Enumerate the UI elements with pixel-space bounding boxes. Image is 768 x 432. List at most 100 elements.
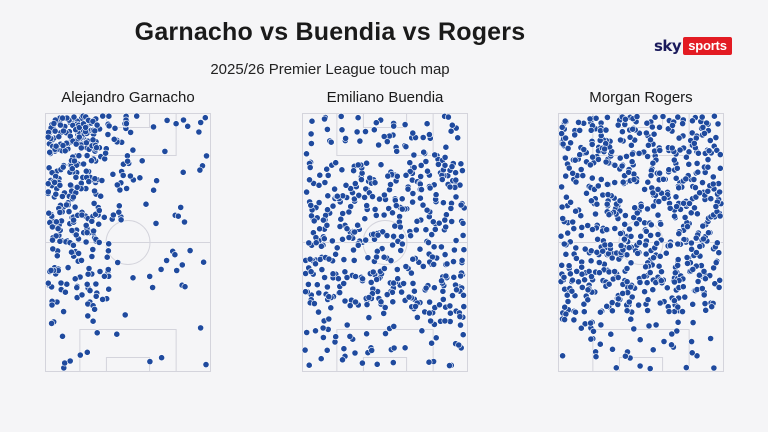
touch-dot bbox=[319, 216, 327, 224]
touch-dot bbox=[584, 286, 592, 294]
touch-dot bbox=[623, 278, 631, 286]
touch-dot bbox=[324, 172, 332, 179]
touch-dot bbox=[358, 176, 365, 183]
touch-dot bbox=[83, 139, 90, 147]
touch-dot bbox=[460, 291, 467, 299]
touch-dot bbox=[332, 250, 339, 258]
touch-dot bbox=[305, 239, 313, 247]
touch-dot bbox=[180, 116, 187, 124]
touch-dot bbox=[75, 133, 83, 141]
touch-dot bbox=[654, 186, 662, 193]
touch-dot bbox=[637, 203, 645, 210]
touch-dot bbox=[654, 211, 662, 219]
touch-dot bbox=[423, 120, 431, 128]
touch-dot bbox=[393, 266, 401, 273]
touch-dot bbox=[127, 172, 134, 180]
touch-dot bbox=[389, 298, 397, 306]
touch-dot bbox=[381, 191, 388, 199]
touch-dot bbox=[455, 341, 463, 349]
touch-dot bbox=[383, 232, 391, 239]
touch-dot bbox=[412, 302, 419, 310]
touch-dot bbox=[419, 134, 427, 141]
touch-dot bbox=[663, 284, 671, 292]
touch-dot bbox=[642, 227, 650, 235]
touch-dot bbox=[679, 120, 686, 128]
touch-dot bbox=[428, 339, 436, 347]
touch-dot bbox=[696, 243, 704, 250]
touch-dot bbox=[354, 161, 362, 169]
touch-dot bbox=[584, 296, 592, 304]
touch-dot bbox=[340, 345, 348, 353]
touch-dot bbox=[623, 153, 630, 160]
touch-dot bbox=[45, 164, 53, 172]
touch-dot bbox=[409, 190, 417, 197]
touch-dot bbox=[649, 346, 657, 354]
touch-dot bbox=[447, 205, 455, 212]
touch-dot bbox=[398, 195, 406, 203]
touch-dot bbox=[611, 179, 619, 186]
touch-dot bbox=[456, 313, 464, 320]
touch-dot bbox=[633, 220, 640, 228]
touch-dot bbox=[51, 127, 59, 135]
touch-dot bbox=[44, 180, 52, 188]
touch-dot bbox=[608, 299, 616, 306]
touch-dot bbox=[687, 239, 695, 247]
touch-dot bbox=[569, 276, 576, 284]
touch-dot bbox=[96, 268, 104, 275]
touch-dot bbox=[452, 237, 460, 244]
touch-dot bbox=[580, 300, 588, 308]
touch-dot bbox=[72, 173, 80, 181]
touch-dot bbox=[323, 125, 331, 133]
touch-dot bbox=[333, 192, 341, 200]
touch-dot bbox=[425, 358, 433, 366]
touch-dot bbox=[579, 172, 587, 179]
touch-dot bbox=[85, 178, 93, 185]
touch-dot bbox=[409, 198, 416, 206]
touch-dot bbox=[608, 254, 616, 262]
touch-dot bbox=[329, 202, 337, 210]
touch-dot bbox=[390, 322, 398, 330]
touch-dot bbox=[450, 273, 458, 281]
touch-dot bbox=[373, 360, 381, 368]
touch-dot bbox=[602, 126, 610, 134]
touch-dot bbox=[416, 245, 424, 253]
touch-dot bbox=[104, 266, 112, 273]
touch-dot bbox=[200, 258, 207, 266]
touch-dot bbox=[306, 176, 313, 184]
touch-dot bbox=[617, 230, 624, 237]
touch-dot bbox=[385, 205, 393, 212]
touch-dot bbox=[402, 171, 410, 179]
player-name-rogers: Morgan Rogers bbox=[589, 89, 693, 106]
touch-dot bbox=[704, 187, 712, 195]
touch-dot bbox=[682, 175, 690, 183]
touch-dot bbox=[642, 263, 649, 271]
touch-dot bbox=[115, 208, 123, 216]
touch-dot bbox=[399, 240, 406, 248]
touch-dot bbox=[693, 210, 701, 218]
touch-dot bbox=[361, 194, 368, 201]
touch-dot bbox=[712, 134, 720, 141]
touch-dot bbox=[662, 249, 670, 257]
touch-dot bbox=[83, 152, 91, 159]
touch-dot bbox=[163, 117, 171, 124]
touch-dot bbox=[702, 306, 710, 314]
touch-dot bbox=[575, 118, 582, 126]
touch-dot bbox=[604, 191, 612, 198]
touch-dot bbox=[457, 272, 465, 280]
touch-dot bbox=[576, 126, 584, 134]
touch-dot bbox=[404, 185, 412, 193]
touch-dot bbox=[647, 232, 654, 239]
touch-dot bbox=[315, 308, 322, 316]
touch-dot bbox=[77, 144, 85, 152]
touch-dot bbox=[60, 127, 67, 135]
touch-dot bbox=[602, 140, 610, 147]
touch-dot bbox=[593, 200, 601, 208]
touch-dot bbox=[397, 247, 405, 254]
touch-dot bbox=[571, 131, 579, 139]
brand-sports-badge: sports bbox=[683, 37, 732, 55]
six-yard-box-top bbox=[362, 113, 408, 128]
touch-dot bbox=[570, 225, 578, 232]
touch-dot bbox=[441, 161, 449, 169]
touch-dot bbox=[588, 174, 596, 182]
touch-dot bbox=[432, 191, 440, 199]
